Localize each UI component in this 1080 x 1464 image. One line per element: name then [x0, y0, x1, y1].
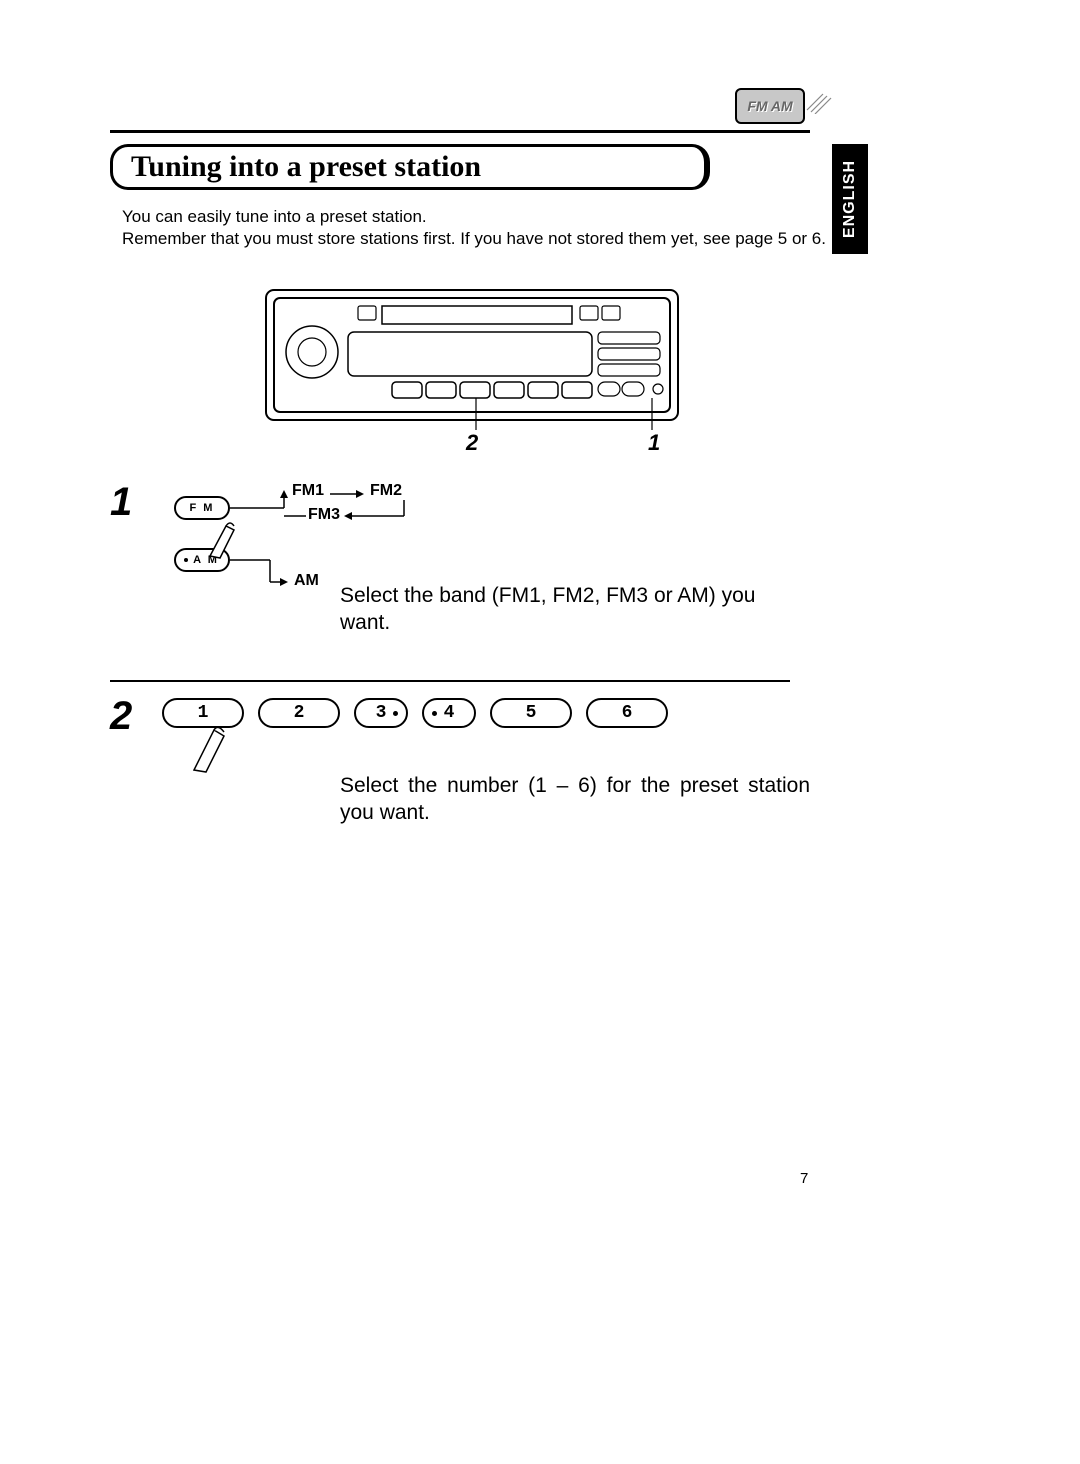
- step2-instruction: Select the number (1 – 6) for the preset…: [340, 772, 810, 827]
- step-2: 2 1 2 3 4 5 6 Select the number (1 – 6) …: [110, 680, 810, 696]
- language-tab: ENGLISH: [832, 144, 868, 254]
- language-label: ENGLISH: [841, 160, 859, 238]
- preset-3[interactable]: 3: [354, 698, 408, 728]
- section-title: Tuning into a preset station: [131, 150, 481, 184]
- step2-rule: [110, 680, 790, 682]
- step1-number: 1: [110, 480, 132, 525]
- press-finger-icon-2: [188, 720, 248, 780]
- page-number: 7: [800, 1170, 808, 1187]
- radio-illustration: [262, 282, 682, 452]
- intro-line1: You can easily tune into a preset statio…: [122, 206, 826, 228]
- preset-2[interactable]: 2: [258, 698, 340, 728]
- fm2-label: FM2: [370, 482, 402, 500]
- preset-5[interactable]: 5: [490, 698, 572, 728]
- illus-callout-2: 2: [466, 430, 478, 456]
- header-rule: [110, 130, 810, 133]
- section-title-box: Tuning into a preset station: [110, 144, 710, 190]
- fm-am-badge: FM AM: [735, 88, 805, 124]
- am-label: AM: [294, 572, 319, 590]
- step2-number: 2: [110, 694, 132, 739]
- fm3-label: FM3: [308, 506, 340, 524]
- signal-icon: [805, 84, 835, 114]
- preset-6[interactable]: 6: [586, 698, 668, 728]
- fm1-label: FM1: [292, 482, 324, 500]
- badge-text: FM AM: [747, 98, 792, 114]
- illus-callout-1: 1: [648, 430, 660, 456]
- preset-4[interactable]: 4: [422, 698, 476, 728]
- step1-instruction: Select the band (FM1, FM2, FM3 or AM) yo…: [340, 582, 800, 637]
- intro-line2: Remember that you must store stations fi…: [122, 228, 826, 250]
- intro-text: You can easily tune into a preset statio…: [122, 206, 826, 250]
